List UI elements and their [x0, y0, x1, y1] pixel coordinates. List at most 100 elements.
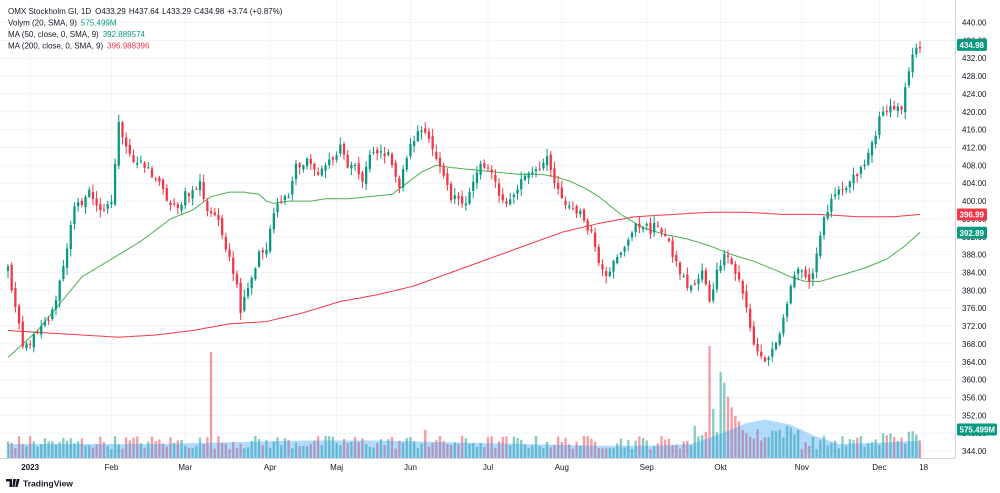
candle-body [106, 204, 109, 209]
candle-body [232, 257, 235, 274]
candle-body [84, 196, 87, 208]
volume-bar [191, 447, 194, 458]
volume-bar [313, 440, 316, 458]
time-tick-label: Jul [483, 463, 493, 472]
volume-bar [667, 438, 671, 458]
volume-bar [497, 441, 501, 458]
ma200-line [7, 211, 921, 338]
volume-bar [99, 436, 102, 458]
volume-bar [785, 425, 789, 458]
candle-body [704, 270, 707, 285]
chart-legend[interactable]: OMX Stockholm GI, 1D O433.29 H437.64 L433.2… [8, 7, 283, 51]
volume-bar [387, 439, 390, 458]
candle-body [213, 212, 216, 216]
candle-body [686, 274, 689, 288]
candle-body [36, 332, 39, 334]
volume-bar [339, 445, 342, 458]
candle-body [276, 203, 279, 213]
volume-bars [6, 346, 922, 458]
candle-body [280, 201, 283, 203]
candle-body [915, 47, 918, 55]
volume-bar [682, 441, 685, 458]
candle-body [900, 106, 903, 110]
volume-bar [302, 445, 305, 458]
price-tick-label: 440.00 [962, 18, 987, 27]
candle-body [390, 153, 394, 165]
volume-bar [804, 442, 807, 458]
candle-body [461, 196, 464, 204]
volume-bar [712, 409, 715, 458]
volume-bar [907, 431, 911, 458]
candle-body [139, 160, 143, 162]
volume-bar [449, 445, 453, 458]
candle-body [582, 209, 586, 221]
volume-bar [771, 430, 774, 458]
volume-bar [353, 436, 357, 458]
candle-body [730, 258, 733, 264]
candle-body [283, 196, 287, 201]
candle-body [568, 205, 571, 208]
volume-bar [150, 436, 154, 458]
candle-body [40, 326, 43, 335]
candle-body [841, 189, 844, 191]
volume-bar [376, 443, 379, 458]
volume-bar [88, 445, 91, 458]
volume-bar [213, 448, 216, 458]
candle-body [904, 87, 907, 113]
candle-body [110, 201, 113, 205]
volume-bar [841, 436, 844, 458]
volume-bar [811, 436, 815, 458]
time-axis[interactable]: 2023 Feb Mar Apr Maj Jun Jul Aug Sep Okt Nov Dec 18 [21, 463, 928, 472]
volume-bar [693, 425, 696, 458]
volume-bar [187, 447, 191, 458]
volume-bar [324, 435, 327, 458]
volume-bar [475, 446, 479, 458]
volume-bar [719, 372, 722, 458]
candle-body [616, 257, 619, 264]
candle-body [431, 136, 434, 150]
candle-body [745, 291, 748, 308]
volume-bar [165, 446, 168, 458]
volume-bar [235, 448, 239, 458]
tradingview-logo[interactable]: TradingView [6, 479, 73, 489]
price-tag-label: 396.99 [960, 210, 985, 219]
candle-body [682, 276, 685, 278]
volume-bar [73, 443, 76, 458]
volume-bar [819, 440, 822, 458]
volume-bar [579, 445, 582, 458]
volume-bar [346, 443, 349, 458]
candle-body [505, 201, 508, 204]
volume-bar [80, 438, 83, 458]
volume-bar [401, 442, 405, 458]
volume-bar [416, 448, 419, 458]
volume-bar [368, 446, 371, 458]
volume-bar [47, 441, 50, 458]
candle-body [464, 203, 467, 206]
candle-body [121, 122, 124, 138]
volume-bar [331, 436, 335, 458]
candle-body [424, 128, 427, 133]
candle-body [221, 218, 224, 236]
volume-bar [538, 446, 541, 458]
candle-body [313, 163, 316, 170]
candle-body [852, 174, 855, 184]
volume-bar [808, 445, 811, 458]
candle-body [10, 264, 13, 291]
candle-body [531, 172, 534, 175]
candle-body [793, 275, 796, 288]
volume-bar [143, 447, 146, 458]
volume-bar [342, 438, 346, 458]
candle-body [102, 209, 106, 211]
volume-bar [568, 444, 571, 458]
candle-body [54, 300, 58, 310]
volume-bar [431, 443, 434, 458]
volume-bar [734, 416, 737, 458]
price-tag-label: 392.89 [960, 229, 985, 238]
price-tag-label: 434.98 [960, 41, 985, 50]
volume-bar [833, 440, 837, 458]
volume-bar [641, 437, 645, 458]
candlesticks [6, 40, 922, 366]
volume-bar [154, 441, 157, 458]
candle-body [726, 255, 730, 257]
